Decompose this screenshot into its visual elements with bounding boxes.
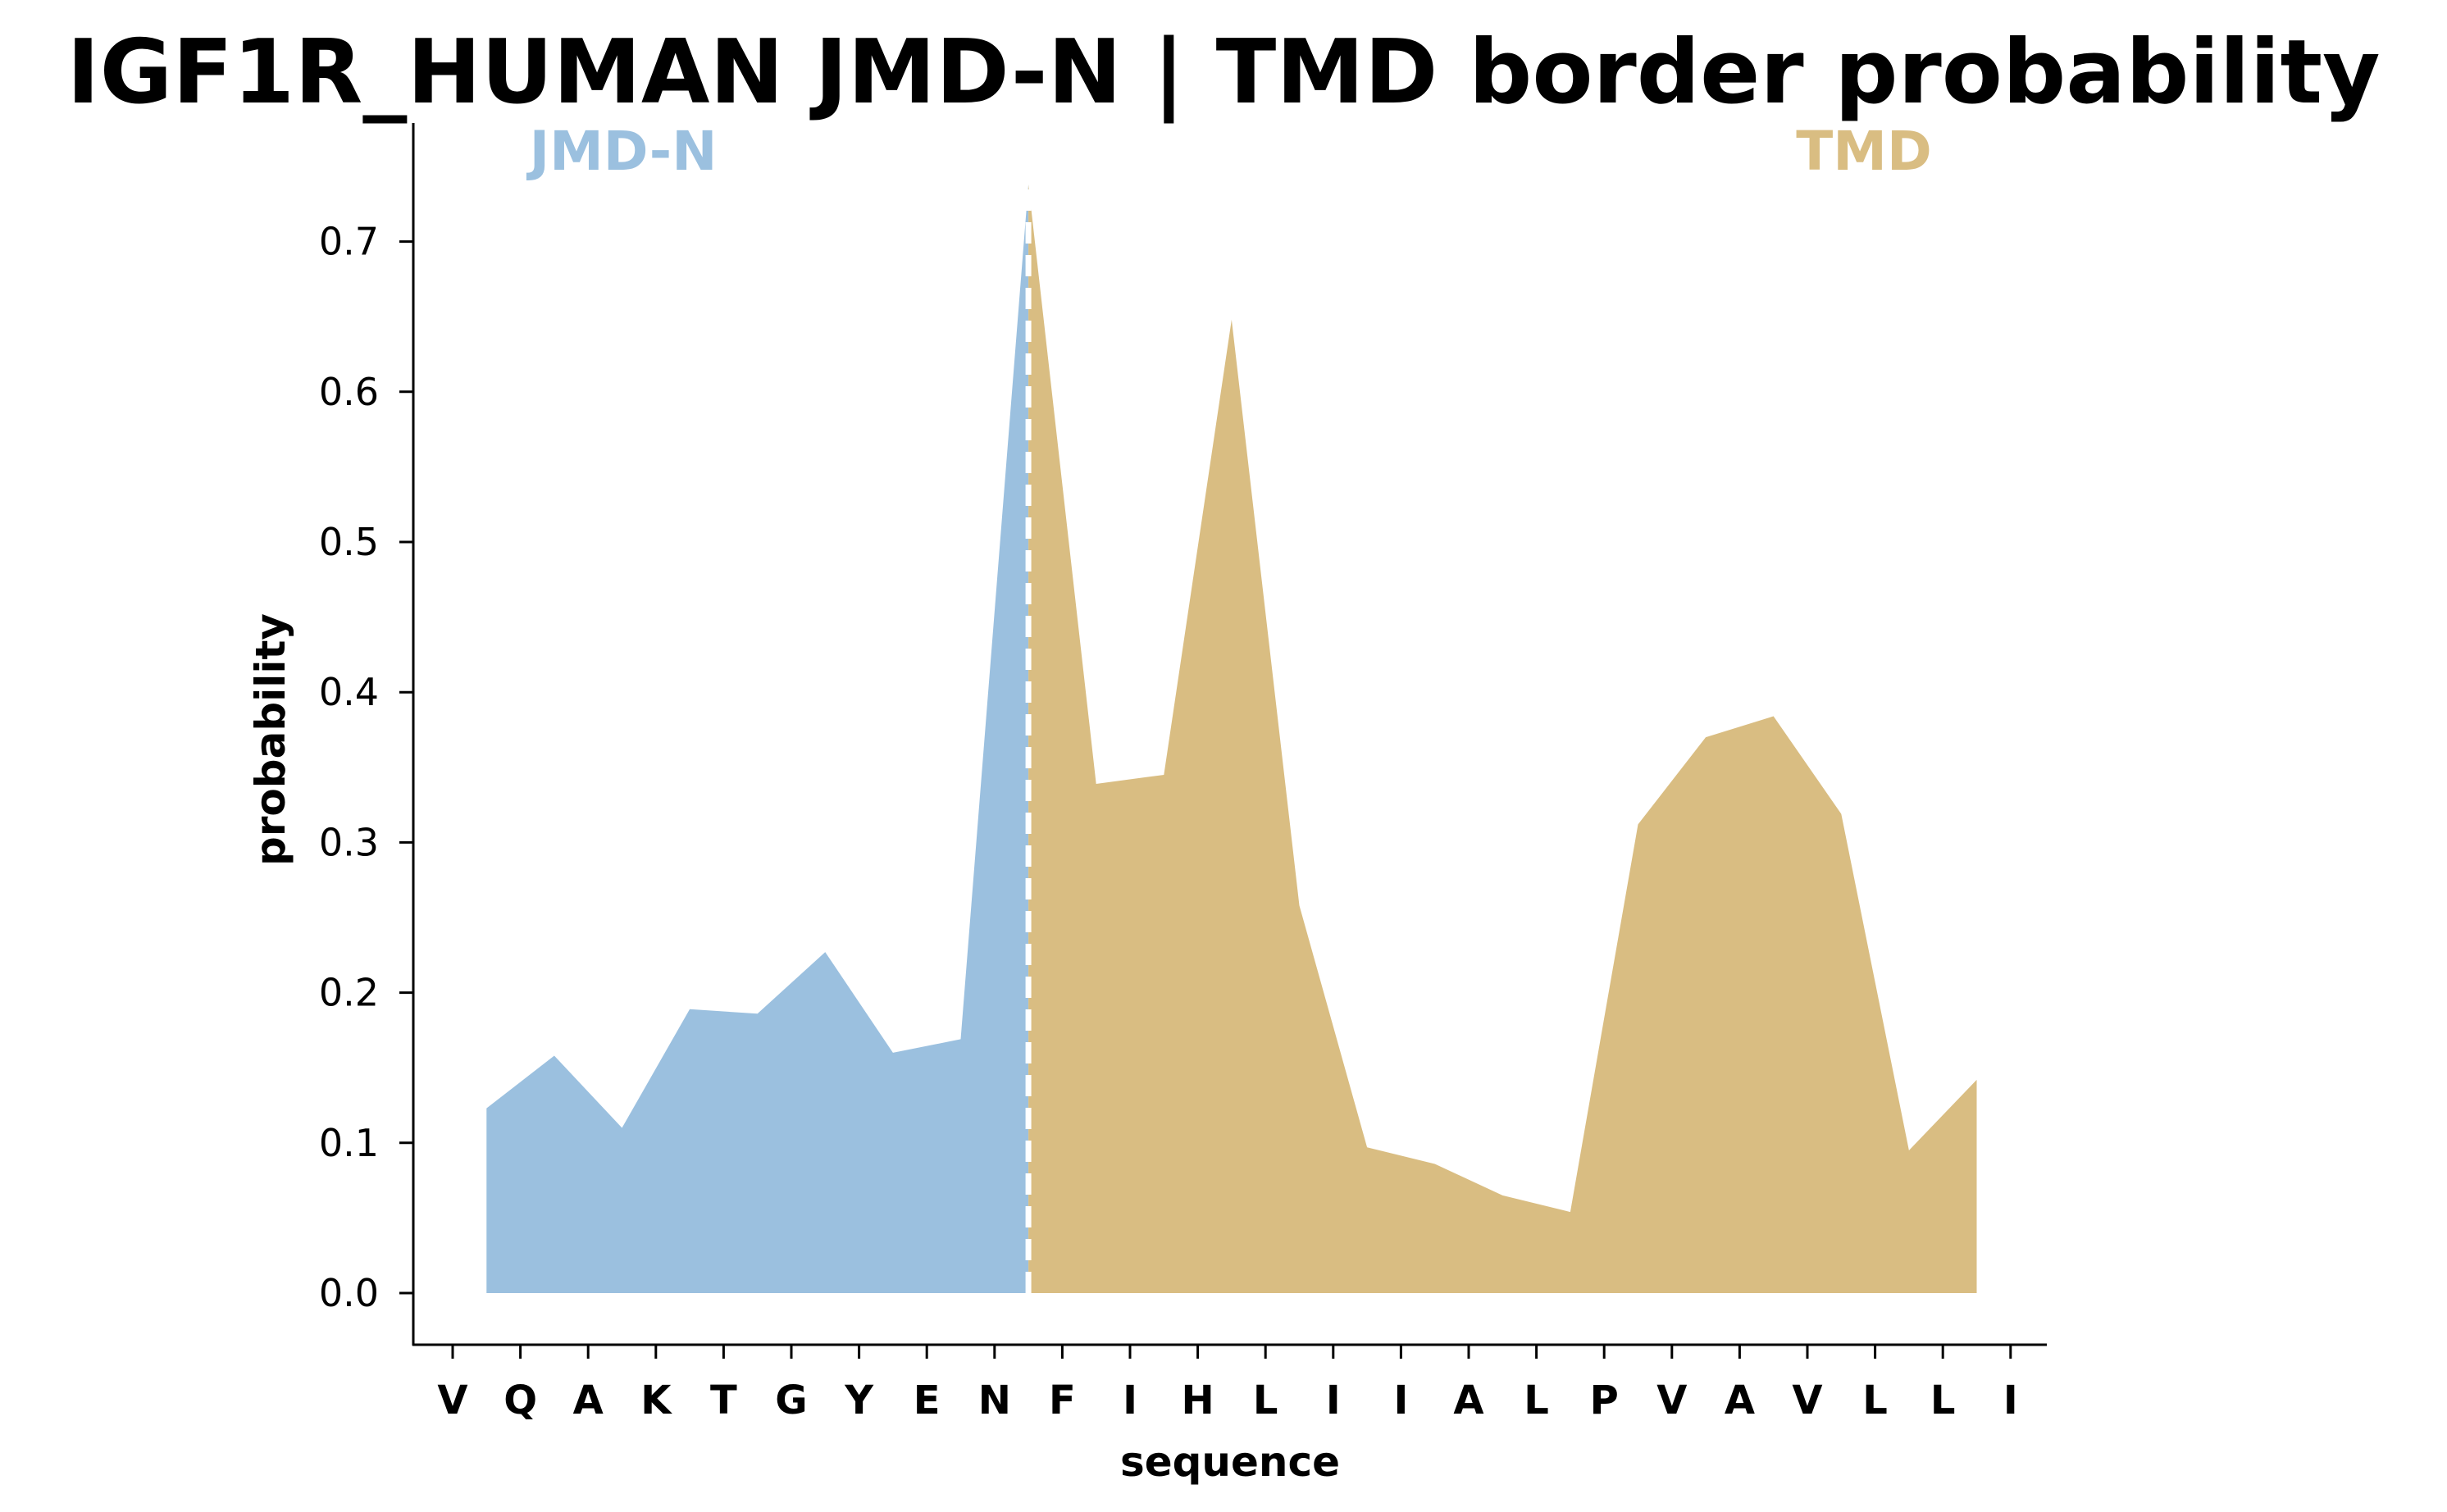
x-tick-label: A xyxy=(1725,1378,1755,1423)
y-tick-label: 0.6 xyxy=(319,370,379,414)
chart-title: IGF1R_HUMAN JMD-N | TMD border probabili… xyxy=(66,21,2380,124)
area-jmd-n xyxy=(486,184,1029,1293)
x-tick-label: Q xyxy=(504,1378,537,1423)
x-tick-label: T xyxy=(710,1378,737,1423)
x-tick-label: I xyxy=(2003,1378,2018,1423)
y-tick-label: 0.0 xyxy=(319,1271,379,1315)
x-tick-label: F xyxy=(1049,1378,1076,1423)
x-tick-label: A xyxy=(573,1378,604,1423)
x-tick-label: N xyxy=(978,1378,1011,1423)
x-tick-label: G xyxy=(775,1378,807,1423)
y-tick-label: 0.3 xyxy=(319,820,379,864)
x-tick-label: E xyxy=(914,1378,941,1423)
x-tick-label: V xyxy=(437,1378,467,1423)
x-axis-label: sequence xyxy=(1120,1438,1340,1486)
x-tick-label: P xyxy=(1590,1378,1619,1423)
region-label-jmd-n: JMD-N xyxy=(526,120,718,183)
x-tick-label: L xyxy=(1524,1378,1549,1423)
x-tick-label: V xyxy=(1656,1378,1687,1423)
x-tick-label: L xyxy=(1862,1378,1888,1423)
x-tick-label: L xyxy=(1930,1378,1956,1423)
x-tick-label: L xyxy=(1253,1378,1278,1423)
x-tick-label: I xyxy=(1123,1378,1137,1423)
x-tick-label: H xyxy=(1182,1378,1214,1423)
y-tick-label: 0.7 xyxy=(319,220,379,264)
y-tick-label: 0.1 xyxy=(319,1121,379,1165)
x-tick-label: I xyxy=(1326,1378,1341,1423)
x-tick-label: I xyxy=(1393,1378,1408,1423)
y-tick-label: 0.2 xyxy=(319,971,379,1015)
area-tmd xyxy=(1028,184,1977,1293)
x-tick-label: V xyxy=(1792,1378,1822,1423)
x-tick-label: Y xyxy=(844,1378,874,1423)
region-label-tmd: TMD xyxy=(1796,120,1931,183)
y-axis-label: probability xyxy=(247,613,294,866)
x-tick-label: K xyxy=(640,1378,672,1423)
plot-area xyxy=(486,184,1977,1293)
y-tick-label: 0.4 xyxy=(319,670,379,714)
y-tick-label: 0.5 xyxy=(319,520,379,564)
x-tick-label: A xyxy=(1453,1378,1483,1423)
